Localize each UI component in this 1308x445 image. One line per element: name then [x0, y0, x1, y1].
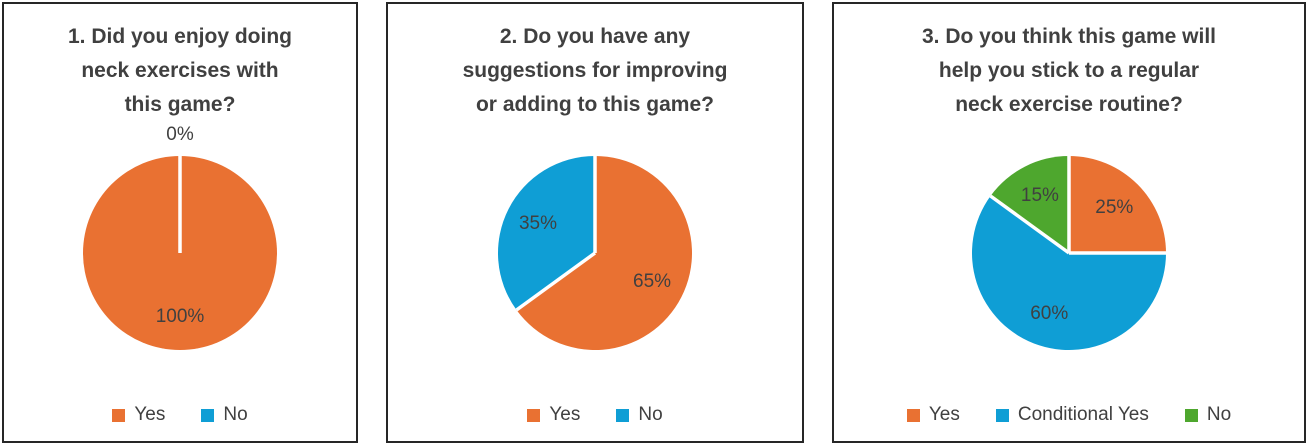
- legend-label: No: [1206, 404, 1232, 425]
- survey-chart-panel-2: 2. Do you have any suggestions for impro…: [386, 2, 804, 443]
- legend-label: No: [223, 404, 248, 425]
- legend-label: Yes: [134, 404, 166, 425]
- pie-slice-yes: [516, 156, 692, 351]
- pie-slice-conditional-yes: [972, 196, 1166, 351]
- pie-svg: [83, 156, 277, 351]
- data-label: 100%: [155, 306, 205, 328]
- legend-swatch-icon: [906, 408, 920, 422]
- legend-label: Conditional Yes: [1017, 404, 1149, 425]
- legend-swatch-icon: [995, 408, 1009, 422]
- legend-item-no: No: [1184, 404, 1232, 426]
- chart-title: 1. Did you enjoy doing neck exercises wi…: [67, 25, 292, 117]
- legend-swatch-icon: [1184, 408, 1198, 422]
- legend-label: No: [638, 404, 663, 425]
- pie-slice-yes: [1069, 156, 1166, 254]
- data-label: 15%: [1020, 185, 1059, 206]
- legend-swatch-icon: [616, 408, 630, 422]
- pie-chart: 65% 35%: [388, 122, 802, 359]
- survey-chart-panel-3: 3. Do you think this game will help you …: [832, 2, 1306, 443]
- pie-chart: 25% 60% 15%: [834, 122, 1304, 359]
- data-label: 35%: [518, 212, 557, 234]
- pie-slice-no: [990, 156, 1069, 254]
- slice-separator: [989, 194, 1071, 255]
- legend: Yes No: [4, 404, 356, 426]
- pie-slice-no: [498, 156, 595, 311]
- chart-title: 2. Do you have any suggestions for impro…: [462, 25, 728, 117]
- legend: Yes Conditional Yes No: [834, 404, 1304, 426]
- pie-svg: [972, 156, 1166, 351]
- chart-title: 3. Do you think this game will help you …: [921, 25, 1217, 117]
- data-label: 0%: [166, 123, 194, 145]
- legend-swatch-icon: [527, 408, 541, 422]
- legend-item-no: No: [616, 404, 663, 426]
- data-label: 65%: [633, 271, 672, 293]
- legend-item-yes: Yes: [906, 404, 960, 426]
- legend-item-yes: Yes: [112, 404, 165, 426]
- legend-item-yes: Yes: [527, 404, 580, 426]
- legend-item-conditional-yes: Conditional Yes: [995, 404, 1149, 426]
- pie-chart: 100% 0%: [4, 122, 356, 359]
- legend-swatch-icon: [201, 408, 215, 422]
- legend: Yes No: [388, 404, 802, 426]
- legend-label: Yes: [928, 404, 960, 425]
- data-label: 60%: [1030, 302, 1069, 324]
- slice-separator: [515, 251, 597, 312]
- survey-chart-panel-1: 1. Did you enjoy doing neck exercises wi…: [2, 2, 358, 443]
- data-label: 25%: [1095, 196, 1134, 218]
- pie-svg: [498, 156, 692, 351]
- legend-item-no: No: [201, 404, 248, 426]
- legend-label: Yes: [549, 404, 581, 425]
- legend-swatch-icon: [112, 408, 126, 422]
